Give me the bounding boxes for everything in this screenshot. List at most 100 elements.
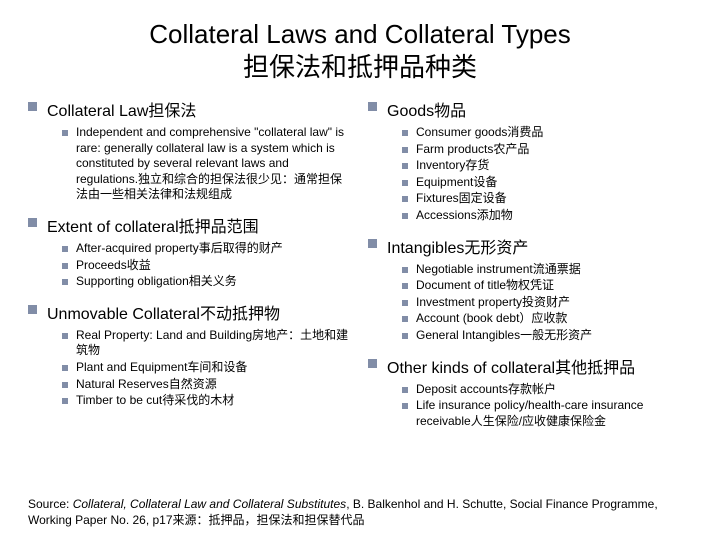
list-item: After-acquired property事后取得的财产 — [62, 241, 352, 257]
content-columns: Collateral Law担保法 Independent and compreh… — [28, 97, 692, 490]
list-item: Real Property: Land and Building房地产：土地和建… — [62, 328, 352, 359]
square-bullet-small-icon — [62, 398, 68, 404]
square-bullet-small-icon — [402, 283, 408, 289]
square-bullet-small-icon — [402, 163, 408, 169]
items-list: After-acquired property事后取得的财产Proceeds收益… — [28, 241, 352, 290]
square-bullet-icon — [28, 305, 37, 314]
list-item: Independent and comprehensive "collatera… — [62, 125, 352, 203]
section-title: Goods物品 — [387, 97, 466, 121]
list-item: Investment property投资财产 — [402, 295, 692, 311]
square-bullet-icon — [28, 218, 37, 227]
item-text: Farm products农产品 — [416, 142, 529, 158]
list-item: Proceeds收益 — [62, 258, 352, 274]
section-header: Extent of collateral抵押品范围 — [28, 213, 352, 237]
item-text: Accessions添加物 — [416, 208, 513, 224]
left-section: Unmovable Collateral不动抵押物 Real Property: … — [28, 300, 352, 409]
item-text: Document of title物权凭证 — [416, 278, 554, 294]
list-item: Deposit accounts存款帐户 — [402, 382, 692, 398]
list-item: Document of title物权凭证 — [402, 278, 692, 294]
slide-title: Collateral Laws and Collateral Types 担保法… — [28, 18, 692, 83]
section-header: Other kinds of collateral其他抵押品 — [368, 354, 692, 378]
list-item: Natural Reserves自然资源 — [62, 377, 352, 393]
square-bullet-small-icon — [402, 300, 408, 306]
items-list: Real Property: Land and Building房地产：土地和建… — [28, 328, 352, 409]
square-bullet-small-icon — [62, 130, 68, 136]
items-list: Independent and comprehensive "collatera… — [28, 125, 352, 203]
list-item: Negotiable instrument流通票据 — [402, 262, 692, 278]
square-bullet-icon — [368, 359, 377, 368]
square-bullet-small-icon — [402, 403, 408, 409]
square-bullet-icon — [368, 239, 377, 248]
item-text: Natural Reserves自然资源 — [76, 377, 217, 393]
square-bullet-small-icon — [402, 333, 408, 339]
list-item: Farm products农产品 — [402, 142, 692, 158]
section-title: Intangibles无形资产 — [387, 234, 528, 258]
left-column: Collateral Law担保法 Independent and compreh… — [28, 97, 352, 490]
square-bullet-small-icon — [62, 246, 68, 252]
list-item: Supporting obligation相关义务 — [62, 274, 352, 290]
section-header: Collateral Law担保法 — [28, 97, 352, 121]
square-bullet-small-icon — [62, 382, 68, 388]
list-item: Plant and Equipment车间和设备 — [62, 360, 352, 376]
square-bullet-small-icon — [402, 316, 408, 322]
section-title: Other kinds of collateral其他抵押品 — [387, 354, 635, 378]
item-text: General Intangibles一般无形资产 — [416, 328, 592, 344]
list-item: Accessions添加物 — [402, 208, 692, 224]
item-text: After-acquired property事后取得的财产 — [76, 241, 283, 257]
item-text: Inventory存货 — [416, 158, 489, 174]
item-text: Life insurance policy/health-care insura… — [416, 398, 692, 429]
right-section: Intangibles无形资产 Negotiable instrument流通票据… — [368, 234, 692, 344]
section-title: Unmovable Collateral不动抵押物 — [47, 300, 280, 324]
square-bullet-icon — [28, 102, 37, 111]
item-text: Plant and Equipment车间和设备 — [76, 360, 247, 376]
square-bullet-small-icon — [62, 279, 68, 285]
square-bullet-icon — [368, 102, 377, 111]
item-text: Negotiable instrument流通票据 — [416, 262, 581, 278]
title-line2: 担保法和抵押品种类 — [28, 51, 692, 84]
items-list: Consumer goods消费品Farm products农产品Invento… — [368, 125, 692, 224]
list-item: Fixtures固定设备 — [402, 191, 692, 207]
list-item: Timber to be cut待采伐的木材 — [62, 393, 352, 409]
item-text: Independent and comprehensive "collatera… — [76, 125, 352, 203]
square-bullet-small-icon — [402, 267, 408, 273]
item-text: Equipment设备 — [416, 175, 497, 191]
items-list: Negotiable instrument流通票据Document of tit… — [368, 262, 692, 344]
right-column: Goods物品 Consumer goods消费品Farm products农产品… — [368, 97, 692, 490]
source-citation: Source: Collateral, Collateral Law and C… — [28, 496, 692, 528]
list-item: Consumer goods消费品 — [402, 125, 692, 141]
item-text: Account (book debt）应收款 — [416, 311, 567, 327]
list-item: General Intangibles一般无形资产 — [402, 328, 692, 344]
item-text: Fixtures固定设备 — [416, 191, 507, 207]
item-text: Proceeds收益 — [76, 258, 151, 274]
square-bullet-small-icon — [402, 130, 408, 136]
right-section: Goods物品 Consumer goods消费品Farm products农产品… — [368, 97, 692, 224]
right-section: Other kinds of collateral其他抵押品 Deposit ac… — [368, 354, 692, 430]
item-text: Supporting obligation相关义务 — [76, 274, 237, 290]
list-item: Life insurance policy/health-care insura… — [402, 398, 692, 429]
square-bullet-small-icon — [402, 387, 408, 393]
section-header: Intangibles无形资产 — [368, 234, 692, 258]
list-item: Inventory存货 — [402, 158, 692, 174]
source-title: Collateral, Collateral Law and Collatera… — [73, 497, 346, 511]
items-list: Deposit accounts存款帐户Life insurance polic… — [368, 382, 692, 430]
section-title: Collateral Law担保法 — [47, 97, 196, 121]
list-item: Account (book debt）应收款 — [402, 311, 692, 327]
list-item: Equipment设备 — [402, 175, 692, 191]
title-line1: Collateral Laws and Collateral Types — [28, 18, 692, 51]
square-bullet-small-icon — [62, 263, 68, 269]
left-section: Collateral Law担保法 Independent and compreh… — [28, 97, 352, 203]
square-bullet-small-icon — [402, 196, 408, 202]
source-prefix: Source: — [28, 497, 73, 511]
item-text: Investment property投资财产 — [416, 295, 570, 311]
square-bullet-small-icon — [402, 180, 408, 186]
item-text: Timber to be cut待采伐的木材 — [76, 393, 234, 409]
square-bullet-small-icon — [62, 365, 68, 371]
square-bullet-small-icon — [402, 147, 408, 153]
square-bullet-small-icon — [402, 213, 408, 219]
section-header: Unmovable Collateral不动抵押物 — [28, 300, 352, 324]
section-title: Extent of collateral抵押品范围 — [47, 213, 259, 237]
item-text: Consumer goods消费品 — [416, 125, 543, 141]
section-header: Goods物品 — [368, 97, 692, 121]
square-bullet-small-icon — [62, 333, 68, 339]
item-text: Deposit accounts存款帐户 — [416, 382, 556, 398]
